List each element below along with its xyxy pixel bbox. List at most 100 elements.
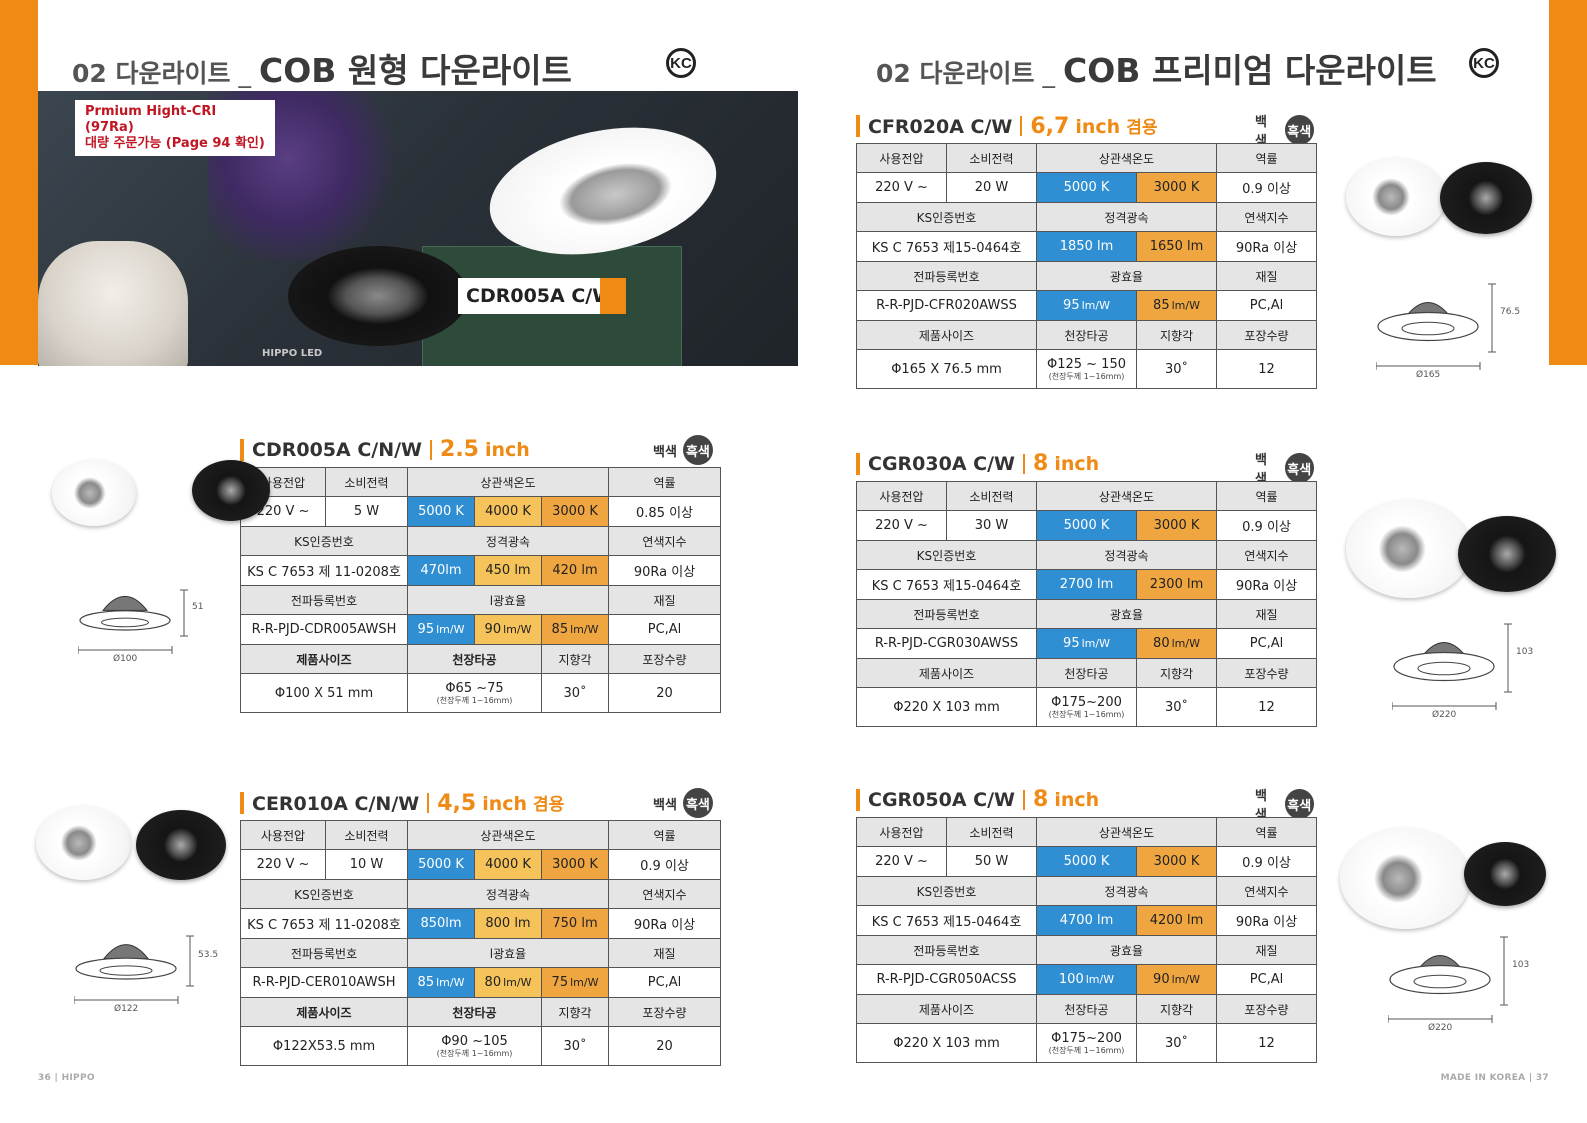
spec-value-row: Φ220 X 103 mm Φ175~200 (천장두께 1~16mm) 30˚ 12 bbox=[856, 1023, 1318, 1063]
cri-value: 90Ra 이상 bbox=[608, 908, 722, 939]
efficacy-number: 95 bbox=[1063, 298, 1080, 313]
color-white-label: 백색 bbox=[1255, 789, 1267, 823]
header-qty: 포장수량 bbox=[1216, 658, 1318, 688]
efficacy-unit: lm/W bbox=[1081, 637, 1110, 650]
efficacy-number: 85 bbox=[1153, 298, 1170, 313]
cutout-value: Φ65 ~75 (천장두께 1~16mm) bbox=[407, 673, 542, 713]
efficacy-unit: lm/W bbox=[1081, 299, 1110, 312]
size-value: Φ220 X 103 mm bbox=[856, 1023, 1037, 1063]
cutout-value: Φ125 ~ 150 (천장두께 1~16mm) bbox=[1036, 349, 1137, 389]
header-size: 제품사이즈 bbox=[856, 658, 1037, 688]
product-size-note: 겸용 bbox=[533, 795, 565, 815]
header-beam: 지향각 bbox=[1135, 994, 1218, 1024]
kc-logo-text: KC bbox=[1473, 54, 1495, 72]
cct-value: 3000 K bbox=[1135, 846, 1218, 877]
spec-value-row: Φ122X53.5 mm Φ90 ~105 (천장두께 1~16mm) 30˚ 20 bbox=[240, 1026, 722, 1066]
trim-ring-shape bbox=[1389, 964, 1491, 995]
lumen-value: 450 lm bbox=[474, 555, 542, 586]
header-power: 소비전력 bbox=[946, 817, 1037, 847]
efficacy-number: 95 bbox=[417, 622, 435, 637]
spec-header-row: 사용전압 소비전력 상관색온도 역률 bbox=[856, 817, 1318, 847]
header-ks: KS인증번호 bbox=[856, 202, 1037, 232]
header-beam: 지향각 bbox=[1135, 658, 1218, 688]
header-material: 재질 bbox=[1216, 599, 1318, 629]
spec-table: 사용전압 소비전력 상관색온도 역률 220 V ~20 W 5000 K 3000 K 0.… bbox=[856, 143, 1318, 389]
cct-value: 3000 K bbox=[1135, 172, 1218, 203]
dimension-drawing: 76.5 Ø165 bbox=[1375, 282, 1530, 382]
color-white-label: 백색 bbox=[1255, 453, 1267, 487]
product-size: 8 bbox=[1033, 451, 1049, 476]
title-accent-bar bbox=[856, 115, 860, 137]
material-value: PC,Al bbox=[608, 614, 722, 645]
qty-value: 20 bbox=[608, 673, 722, 713]
cutout-note: (천장두께 1~16mm) bbox=[1048, 371, 1125, 381]
qty-value: 12 bbox=[1216, 1023, 1318, 1063]
pf-value: 0.85 이상 bbox=[608, 496, 722, 527]
diameter-dimension-label: Ø220 bbox=[1428, 1023, 1453, 1033]
spec-value-row: Φ165 X 76.5 mm Φ125 ~ 150 (천장두께 1~16mm) 30˚… bbox=[856, 349, 1318, 389]
product-model: CER010A C/N/W bbox=[252, 793, 420, 815]
qty-value: 20 bbox=[608, 1026, 722, 1066]
header-voltage: 사용전압 bbox=[856, 481, 947, 511]
color-black-badge: 흑색 bbox=[1284, 453, 1314, 483]
spec-header-row: KS인증번호 정격광속 연색지수 bbox=[856, 202, 1318, 232]
dimension-svg bbox=[1391, 623, 1512, 710]
dimension-drawing: 53.5 Ø122 bbox=[73, 934, 228, 1016]
heatsink-shape bbox=[101, 595, 149, 611]
header-cri: 연색지수 bbox=[1216, 202, 1318, 232]
cutout-note: (천장두께 1~16mm) bbox=[1048, 709, 1125, 719]
header-reg: 전파등록번호 bbox=[856, 261, 1037, 291]
product-block: CGR030A C/W 8 inch 백색 흑색 bbox=[856, 451, 1314, 487]
header-lumen: 정격광속 bbox=[1035, 202, 1218, 232]
diameter-dimension-label: Ø122 bbox=[114, 1004, 139, 1014]
cutout-value: Φ175~200 (천장두께 1~16mm) bbox=[1036, 687, 1137, 727]
black-lamp-image bbox=[1458, 516, 1556, 593]
header-voltage: 사용전압 bbox=[240, 820, 326, 850]
header-efficacy: l광효율 bbox=[406, 585, 610, 615]
reg-value: R-R-PJD-CGR030AWSS bbox=[856, 628, 1037, 659]
reflector-shape bbox=[1413, 974, 1467, 989]
efficacy-value: 85 lm/W bbox=[407, 967, 475, 998]
voltage-value: 220 V ~ bbox=[856, 846, 947, 877]
spec-header-row: KS인증번호 정격광속 연색지수 bbox=[856, 876, 1318, 906]
trim-ring-shape bbox=[75, 957, 177, 980]
reflector-shape bbox=[99, 965, 153, 976]
pf-value: 0.9 이상 bbox=[1216, 172, 1318, 203]
cutout-note: (천장두께 1~16mm) bbox=[1048, 1045, 1125, 1055]
color-options: 백색 흑색 bbox=[1255, 785, 1314, 823]
header-title: COB 원형 다운라이트 bbox=[259, 51, 572, 90]
power-value: 5 W bbox=[325, 496, 408, 527]
header-qty: 포장수량 bbox=[1216, 994, 1318, 1024]
pf-value: 0.9 이상 bbox=[1216, 846, 1318, 877]
lumen-value: 800 lm bbox=[474, 908, 542, 939]
right-footer: MADE IN KOREA | 37 bbox=[1440, 1073, 1549, 1083]
product-size: 6,7 bbox=[1030, 114, 1070, 139]
efficacy-unit: lm/W bbox=[570, 976, 599, 989]
header-efficacy: l광효율 bbox=[406, 938, 610, 968]
header-reg: 전파등록번호 bbox=[856, 935, 1037, 965]
ks-value: KS C 7653 제 11-0208호 bbox=[240, 908, 408, 939]
right-edge-bar bbox=[1549, 0, 1587, 365]
cct-value: 3000 K bbox=[1135, 510, 1218, 541]
spec-value-row: Φ100 X 51 mm Φ65 ~75 (천장두께 1~16mm) 30˚ 20 bbox=[240, 673, 722, 713]
product-size-unit: inch bbox=[1054, 789, 1100, 811]
pf-value: 0.9 이상 bbox=[1216, 510, 1318, 541]
dimension-drawing: 103 Ø220 bbox=[1387, 935, 1542, 1035]
black-lamp-image bbox=[1440, 162, 1532, 234]
ks-value: KS C 7653 제 11-0208호 bbox=[240, 555, 408, 586]
title-divider bbox=[427, 793, 430, 813]
trim-ring-shape bbox=[1393, 651, 1495, 682]
header-pf: 역률 bbox=[608, 467, 722, 497]
ks-value: KS C 7653 제15-0464호 bbox=[856, 231, 1037, 262]
product-size-unit: inch bbox=[485, 439, 530, 461]
spec-header-row: 전파등록번호 광효율 재질 bbox=[856, 599, 1318, 629]
header-prefix: 02 다운라이트 bbox=[876, 59, 1035, 88]
header-cutout: 천장타공 bbox=[1036, 320, 1137, 350]
title-accent-bar bbox=[240, 438, 244, 461]
product-model: CGR050A C/W bbox=[868, 789, 1015, 811]
efficacy-number: 80 bbox=[1153, 636, 1170, 651]
header-pf: 역률 bbox=[608, 820, 722, 850]
promo-line-1: Prmium Hight-CRI (97Ra) bbox=[85, 104, 217, 135]
dimension-svg bbox=[1375, 283, 1496, 370]
lumen-value: 2300 lm bbox=[1135, 569, 1218, 600]
